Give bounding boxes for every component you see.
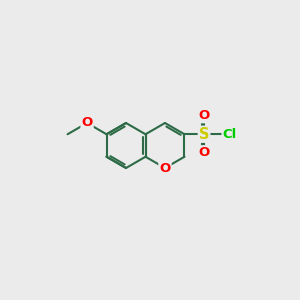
Text: O: O <box>198 109 210 122</box>
Text: O: O <box>198 146 210 159</box>
Text: O: O <box>159 161 171 175</box>
Text: Cl: Cl <box>223 128 237 141</box>
Text: S: S <box>199 127 209 142</box>
Text: O: O <box>81 116 93 130</box>
